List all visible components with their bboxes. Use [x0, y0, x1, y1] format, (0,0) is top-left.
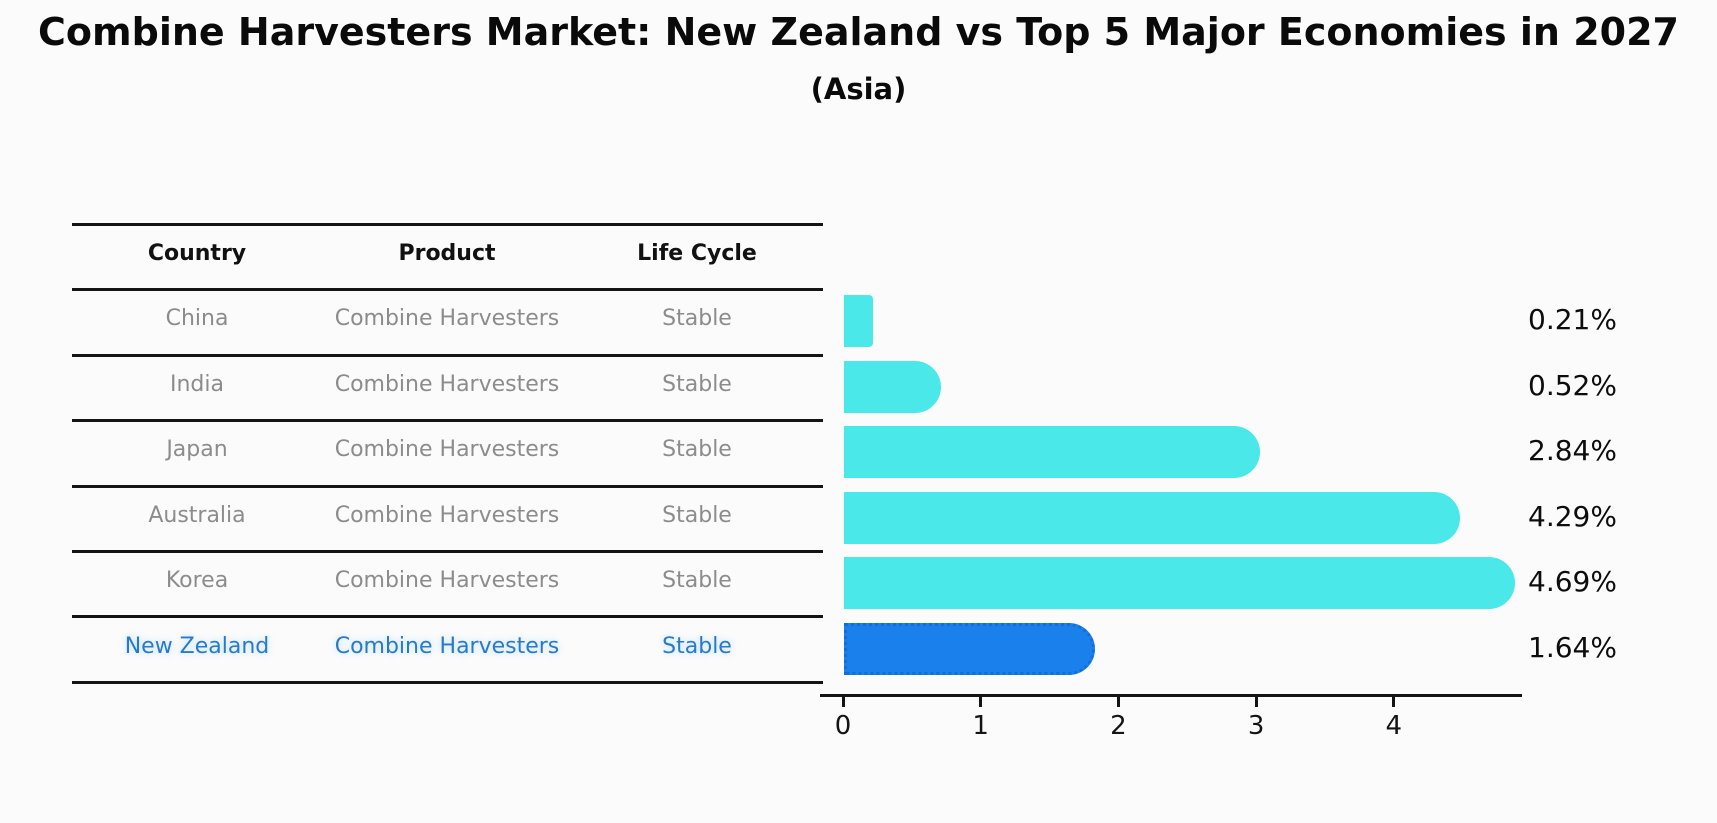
bar-japan — [844, 426, 1261, 478]
table-cell-product: Combine Harvesters — [334, 502, 560, 528]
bar-korea — [844, 557, 1515, 609]
table-rule-line — [72, 288, 823, 291]
table-cell-country: China — [165, 306, 229, 331]
x-axis-tick — [979, 694, 983, 707]
table-rule-line — [72, 615, 823, 618]
x-axis-tick — [1116, 694, 1120, 707]
x-axis-tick-label: 4 — [1385, 711, 1403, 741]
bar-value-label: 0.21% — [1528, 303, 1617, 336]
table-header-cell: Country — [147, 241, 247, 266]
table-cell-life_cycle: Stable — [662, 371, 732, 397]
x-axis-line — [820, 694, 1522, 697]
table-cell-product: Combine Harvesters — [334, 306, 560, 331]
table-cell-country: Australia — [148, 502, 246, 528]
x-axis-tick — [1392, 694, 1396, 707]
table-rule-line — [72, 550, 823, 553]
table-cell-life_cycle: Stable — [662, 568, 732, 593]
bar-india — [844, 360, 941, 413]
table-cell-country: India — [170, 371, 224, 397]
bar-value-label: 4.29% — [1528, 499, 1617, 533]
bar-china — [844, 295, 873, 347]
x-axis-tick-label: 2 — [1110, 711, 1127, 741]
chart-title: Combine Harvesters Market: New Zealand v… — [38, 10, 1679, 54]
x-axis-tick-label: 0 — [834, 711, 852, 741]
table-rule-line — [72, 354, 823, 357]
table-cell-country: Korea — [165, 568, 229, 593]
table-cell-country: New Zealand — [124, 633, 270, 659]
table-header-cell: Life Cycle — [637, 241, 757, 266]
table-cell-life_cycle: Stable — [662, 633, 732, 659]
x-axis-tick-label: 1 — [972, 711, 989, 741]
table-rule-line — [72, 223, 823, 226]
table-rule-line — [72, 419, 823, 422]
table-cell-product: Combine Harvesters — [334, 437, 560, 462]
chart-subtitle: (Asia) — [810, 72, 907, 106]
table-cell-life_cycle: Stable — [662, 437, 732, 462]
table-rule-line — [72, 485, 823, 488]
table-cell-product: Combine Harvesters — [334, 633, 560, 659]
table-cell-life_cycle: Stable — [662, 502, 732, 528]
bar-value-label: 2.84% — [1528, 434, 1617, 467]
x-axis-tick-label: 3 — [1247, 711, 1265, 741]
bar-value-label: 4.69% — [1528, 565, 1617, 598]
table-cell-life_cycle: Stable — [662, 306, 732, 331]
x-axis-tick — [1254, 694, 1258, 707]
table-rule-line — [72, 681, 823, 684]
bar-value-label: 1.64% — [1528, 630, 1617, 664]
bar-new-zealand — [844, 622, 1095, 675]
bar-australia — [844, 491, 1460, 544]
x-axis-tick — [841, 694, 845, 707]
table-cell-product: Combine Harvesters — [334, 371, 560, 397]
bar-value-label: 0.52% — [1528, 368, 1617, 402]
table-cell-product: Combine Harvesters — [334, 568, 560, 593]
table-header-cell: Product — [398, 241, 496, 266]
table-cell-country: Japan — [166, 437, 228, 462]
